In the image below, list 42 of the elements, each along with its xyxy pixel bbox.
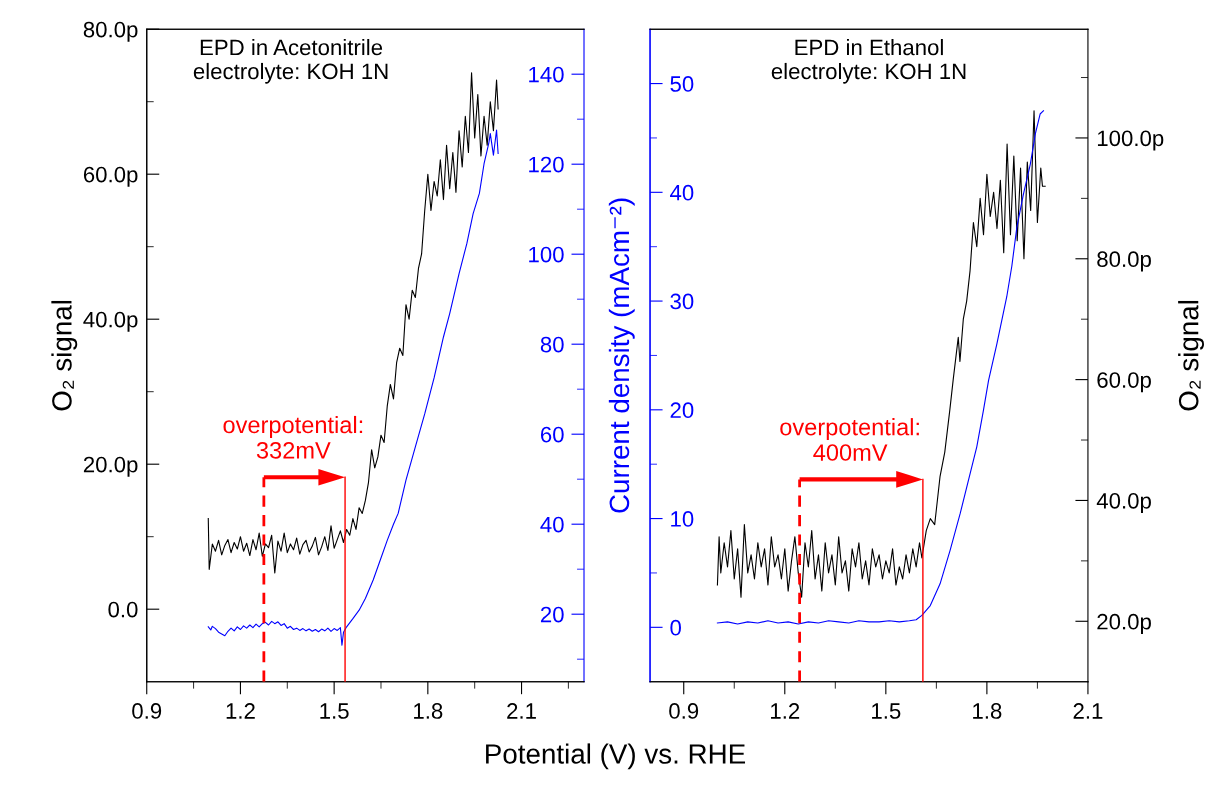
line-series	[207, 129, 499, 646]
x-tick-label: 1.2	[771, 703, 800, 719]
y2-tick-label: 100	[529, 246, 564, 263]
text: EPD in Acetonitrile electrolyte: KOH 1N	[193, 38, 388, 84]
y-tick-label: 40	[670, 184, 694, 201]
y2-tick-label: 100.0p	[1097, 130, 1164, 151]
y2-tick-label: 40	[540, 516, 564, 533]
y2-tick-label: 60.0p	[1097, 372, 1151, 393]
y-tick-label: 50	[670, 76, 694, 92]
y2-tick-label: 20	[540, 606, 564, 623]
y2-tick-label: 40.0p	[1096, 492, 1151, 514]
y-tick-label: 40.0p	[83, 311, 138, 332]
x-tick-label: 0.9	[669, 703, 699, 719]
y-tick-label: 20	[670, 402, 694, 419]
y-tick-label: 60.0p	[83, 166, 138, 187]
y-axis-title: O₂ signal	[51, 300, 78, 411]
x-tick-label: 1.8	[973, 703, 1002, 719]
x-axis-title: Potential (V) vs. RHE	[486, 743, 746, 770]
y-tick-label: 30	[670, 293, 694, 310]
y2-tick-label: 60	[540, 426, 564, 443]
y2-tick-label: 20.0p	[1097, 613, 1151, 634]
y-tick-label: 10	[671, 511, 694, 527]
x-tick-label: 1.8	[414, 703, 443, 719]
y-tick-label: 80.0p	[83, 21, 138, 42]
y-tick-label: 0	[670, 619, 681, 636]
x-tick-label: 2.1	[1073, 703, 1103, 719]
x-tick-label: 1.5	[872, 703, 901, 719]
y2-tick-label: 80.0p	[1097, 251, 1151, 272]
y2-axis-title: O₂ signal	[1178, 300, 1205, 411]
y2-tick-label: 140	[529, 66, 564, 83]
y2-tick-label: 120	[529, 156, 564, 173]
y2-tick-label: 80	[540, 336, 564, 353]
y-axis-title: Current density (mAcm⁻²)	[608, 198, 635, 513]
x-tick-label: 1.2	[226, 703, 255, 719]
annotation: overpotential: 332mV	[223, 415, 363, 459]
x-tick-label: 0.9	[132, 703, 162, 719]
text: EPD in Ethanol electrolyte: KOH 1N	[771, 38, 966, 84]
annotation: overpotential: 400mV	[780, 418, 919, 461]
x-tick-label: 2.1	[507, 703, 536, 719]
y-tick-label: 20.0p	[83, 456, 138, 477]
x-tick-label: 1.5	[320, 703, 349, 719]
y-tick-label: 0.0	[108, 601, 138, 618]
